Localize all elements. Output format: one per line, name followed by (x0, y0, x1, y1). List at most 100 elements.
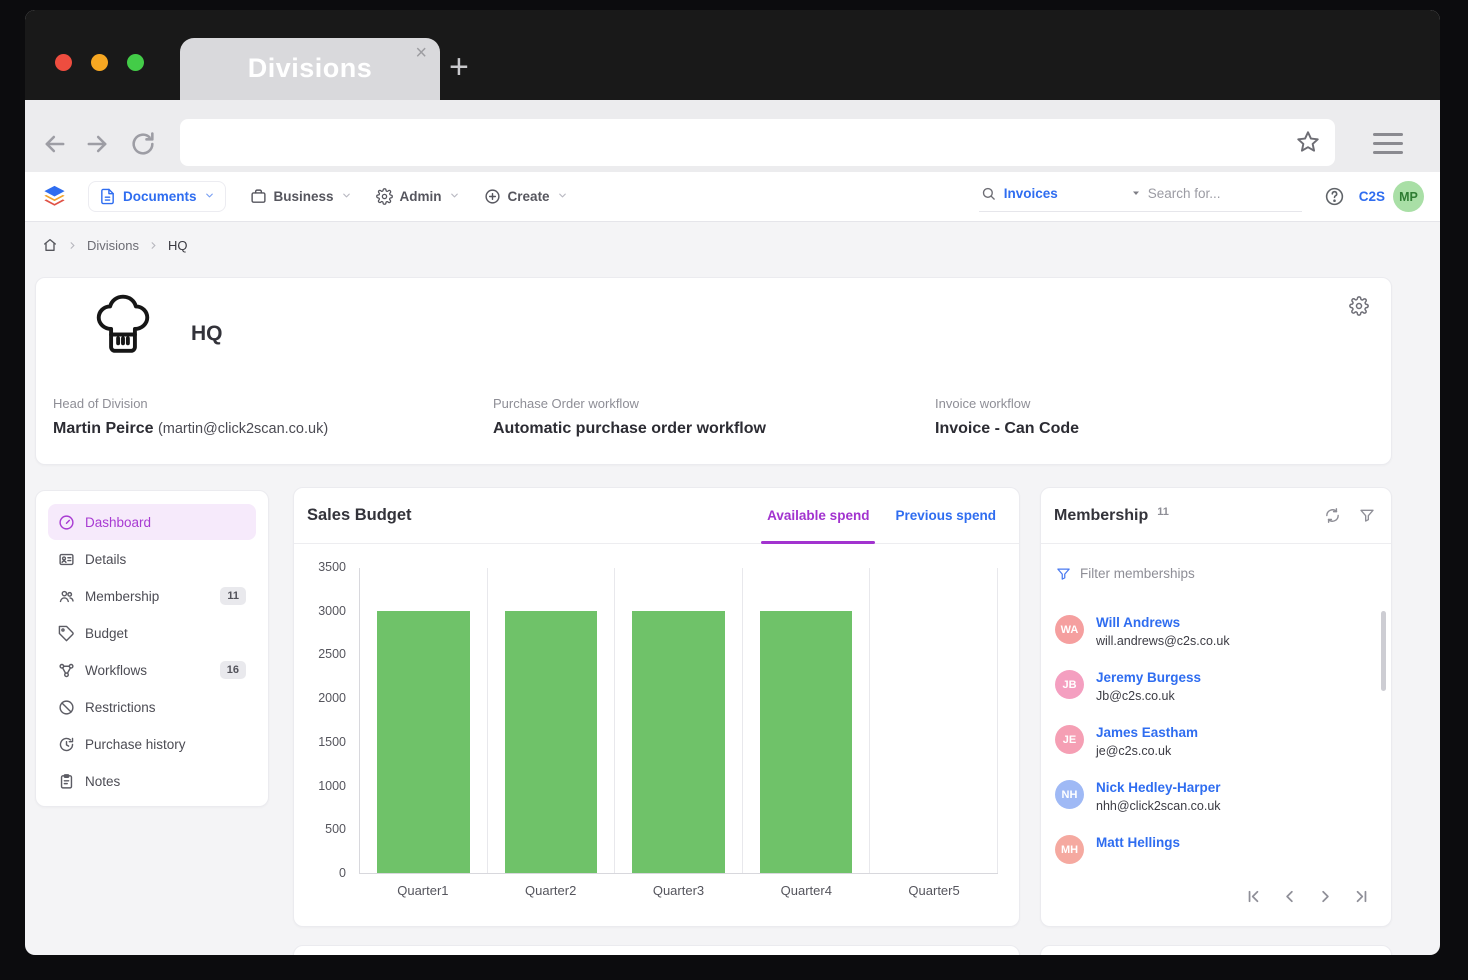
user-avatar[interactable]: MP (1393, 181, 1424, 212)
partial-card-below-membership (1040, 945, 1392, 955)
tab-close-icon[interactable]: × (415, 42, 427, 64)
member-row[interactable]: NH Nick Hedley-Harper nhh@click2scan.co.… (1041, 769, 1381, 824)
bar-chart: 0 500 1000 1500 2000 2500 3000 3500 Quarter1 Qua… (294, 544, 1019, 926)
bar-quarter1[interactable] (377, 610, 470, 873)
traffic-light-close[interactable] (55, 54, 72, 71)
refresh-icon[interactable] (1324, 507, 1341, 524)
sales-budget-card: Sales Budget Available spend Previous sp… (293, 487, 1020, 927)
last-page-icon[interactable] (1352, 887, 1371, 906)
sidebar-item-details[interactable]: Details (48, 541, 256, 577)
chef-hat-icon (84, 288, 162, 371)
member-row[interactable]: JB Jeremy Burgess Jb@c2s.co.uk (1041, 659, 1381, 714)
nav-item-documents[interactable]: Documents (88, 181, 226, 212)
app-logo-icon[interactable] (41, 183, 68, 210)
member-name[interactable]: Matt Hellings (1096, 835, 1181, 850)
member-name[interactable]: Jeremy Burgess (1096, 670, 1202, 685)
traffic-light-maximize[interactable] (127, 54, 144, 71)
sidebar-item-label: Details (85, 551, 127, 567)
browser-tab[interactable]: Divisions × (180, 38, 440, 100)
avatar: NH (1055, 780, 1084, 809)
hamburger-menu-icon[interactable] (1373, 133, 1403, 160)
sidebar-item-membership[interactable]: Membership 11 (48, 578, 256, 614)
browser-toolbar (25, 100, 1440, 172)
nav-item-business[interactable]: Business (250, 188, 352, 205)
membership-count-badge: 11 (220, 587, 246, 605)
first-page-icon[interactable] (1244, 887, 1263, 906)
division-settings-gear-icon[interactable] (1349, 296, 1369, 321)
tab-available-spend[interactable]: Available spend (754, 488, 882, 544)
search-scope-select[interactable]: Invoices (1003, 185, 1058, 201)
division-fields: Head of Division Martin Peirce (martin@c… (53, 396, 1374, 438)
scrollbar-thumb[interactable] (1381, 611, 1386, 691)
nav-item-label: Documents (123, 189, 197, 204)
browser-window: Divisions × + Docume (25, 10, 1440, 955)
sidebar-item-restrictions[interactable]: Restrictions (48, 689, 256, 725)
sidebar-item-label: Workflows (85, 662, 148, 678)
help-icon[interactable] (1324, 186, 1345, 207)
chart-bar-cell (870, 568, 998, 873)
member-row[interactable]: MH Matt Hellings (1041, 824, 1381, 871)
org-switcher[interactable]: C2S (1358, 189, 1385, 204)
member-row[interactable]: JE James Eastham je@c2s.co.uk (1041, 714, 1381, 769)
sidebar-item-purchase-history[interactable]: Purchase history (48, 726, 256, 762)
filter-icon[interactable] (1359, 507, 1375, 523)
global-search[interactable]: Invoices Search for... (978, 182, 1302, 212)
avatar: JB (1055, 670, 1084, 699)
membership-title: Membership (1054, 506, 1149, 524)
field-detail: (martin@click2scan.co.uk) (157, 421, 329, 437)
chevron-right-icon (67, 240, 78, 251)
prev-page-icon[interactable] (1280, 887, 1299, 906)
membership-card: Membership 11 Filter memberships WA Will… (1040, 487, 1392, 927)
pagination (1244, 887, 1371, 906)
sidebar-item-notes[interactable]: Notes (48, 763, 256, 799)
traffic-light-minimize[interactable] (91, 54, 108, 71)
chevron-down-icon (449, 189, 460, 204)
sidebar-item-label: Membership (85, 588, 160, 604)
member-row[interactable]: WA Will Andrews will.andrews@c2s.co.uk (1041, 604, 1381, 659)
filter-placeholder: Filter memberships (1080, 566, 1195, 581)
field-label: Purchase Order workflow (493, 396, 639, 411)
sidebar-item-budget[interactable]: Budget (48, 615, 256, 651)
url-input[interactable] (180, 119, 1335, 166)
business-icon (250, 189, 266, 203)
back-icon[interactable] (41, 130, 69, 163)
field-value: Automatic purchase order workflow (493, 420, 766, 437)
chevron-down-icon (557, 189, 568, 204)
budget-tag-icon (58, 625, 74, 641)
nav-item-admin[interactable]: Admin (375, 188, 460, 205)
member-name[interactable]: Nick Hedley-Harper (1096, 780, 1221, 795)
x-axis-label: Quarter2 (525, 883, 577, 898)
y-axis-label: 3500 (318, 560, 346, 574)
sidebar-item-label: Notes (85, 773, 121, 789)
bar-quarter3[interactable] (632, 610, 725, 873)
sidebar-item-workflows[interactable]: Workflows 16 (48, 652, 256, 688)
gear-icon (375, 188, 393, 205)
search-icon (982, 187, 995, 200)
x-axis-label: Quarter3 (652, 883, 705, 898)
workflow-icon (59, 663, 74, 677)
chart-bar-cell (360, 568, 488, 873)
dashboard-icon (59, 514, 74, 530)
plus-circle-icon (484, 189, 500, 204)
y-axis-label: 500 (325, 822, 346, 837)
member-name[interactable]: Will Andrews (1096, 615, 1181, 630)
sidebar-item-dashboard[interactable]: Dashboard (48, 504, 256, 540)
filter-memberships-input[interactable]: Filter memberships (1041, 544, 1391, 581)
new-tab-button[interactable]: + (449, 48, 469, 86)
restriction-icon (59, 699, 74, 715)
home-icon[interactable] (42, 237, 58, 253)
x-axis-label: Quarter1 (397, 883, 449, 898)
member-name[interactable]: James Eastham (1096, 725, 1199, 740)
membership-count: 11 (1157, 505, 1169, 518)
breadcrumb-item-divisions[interactable]: Divisions (87, 237, 140, 253)
nav-item-create[interactable]: Create (484, 188, 568, 205)
bar-quarter4[interactable] (759, 610, 853, 873)
forward-icon[interactable] (83, 130, 111, 163)
tab-previous-spend[interactable]: Previous spend (895, 508, 996, 523)
reload-icon[interactable] (129, 130, 157, 163)
chart-plot (359, 568, 998, 874)
browser-chrome: Divisions × + (25, 10, 1440, 100)
bar-quarter2[interactable] (504, 610, 598, 873)
bookmark-star-icon[interactable] (1295, 129, 1321, 160)
next-page-icon[interactable] (1316, 887, 1335, 906)
